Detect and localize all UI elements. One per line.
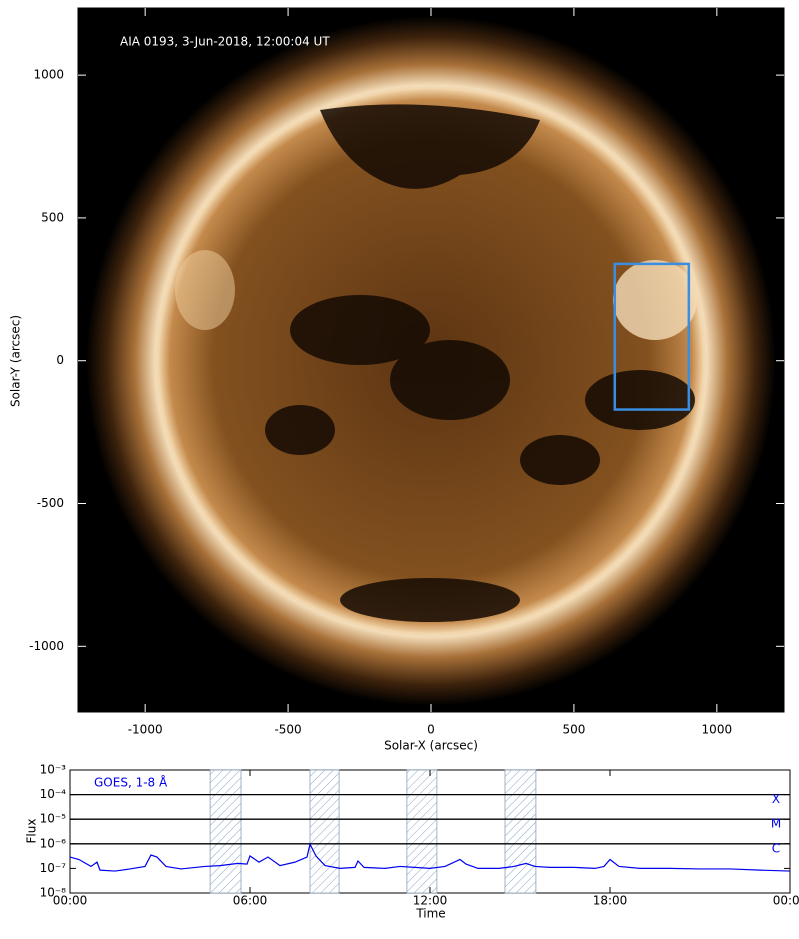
y-tick-label: 10⁻⁴ (40, 787, 67, 801)
x-tick-label: 0 (427, 723, 435, 737)
x-tick-label: 00:00 (53, 894, 88, 908)
y-tick-label: -1000 (29, 639, 64, 653)
shaded-interval (406, 769, 438, 894)
y-tick-label: -500 (37, 496, 64, 510)
x-tick-label: 500 (562, 723, 585, 737)
y-tick-label: 10⁻⁵ (40, 812, 67, 826)
x-axis-label: Time (415, 907, 445, 921)
active-region (175, 250, 235, 330)
y-tick-label: 500 (41, 210, 64, 224)
annotation: AIA 0193, 3-Jun-2018, 12:00:04 UT (120, 35, 330, 49)
shaded-interval (209, 769, 242, 894)
y-tick-label: 10⁻⁷ (40, 861, 67, 875)
class-label: X (772, 792, 780, 806)
x-tick-label: 12:00 (413, 894, 448, 908)
x-tick-label: 00:00 (773, 894, 799, 908)
active-region (613, 260, 697, 340)
y-axis-label: Solar-Y (arcsec) (9, 315, 23, 407)
x-axis-label: Solar-X (arcsec) (384, 739, 478, 753)
x-tick-label: 06:00 (233, 894, 268, 908)
y-tick-label: 1000 (33, 68, 64, 82)
y-tick-label: 10⁻³ (40, 763, 67, 777)
legend-entry: GOES, 1-8 Å (94, 775, 168, 790)
coronal-holes (265, 104, 695, 622)
shaded-interval (309, 769, 340, 894)
flux-line (69, 842, 791, 872)
x-tick-label: -500 (274, 723, 301, 737)
shaded-interval (504, 769, 537, 894)
class-label: C (772, 841, 780, 855)
class-label: M (771, 817, 781, 831)
solar-image (78, 8, 784, 712)
y-tick-label: 0 (56, 353, 64, 367)
x-tick-label: 18:00 (593, 894, 628, 908)
x-tick-label: 1000 (702, 723, 733, 737)
y-tick-label: 10⁻⁶ (40, 836, 67, 850)
y-tick-label: 10⁻⁸ (40, 886, 67, 900)
y-axis-label: Flux (25, 819, 39, 844)
x-tick-label: -1000 (128, 723, 163, 737)
region-box (613, 262, 691, 411)
